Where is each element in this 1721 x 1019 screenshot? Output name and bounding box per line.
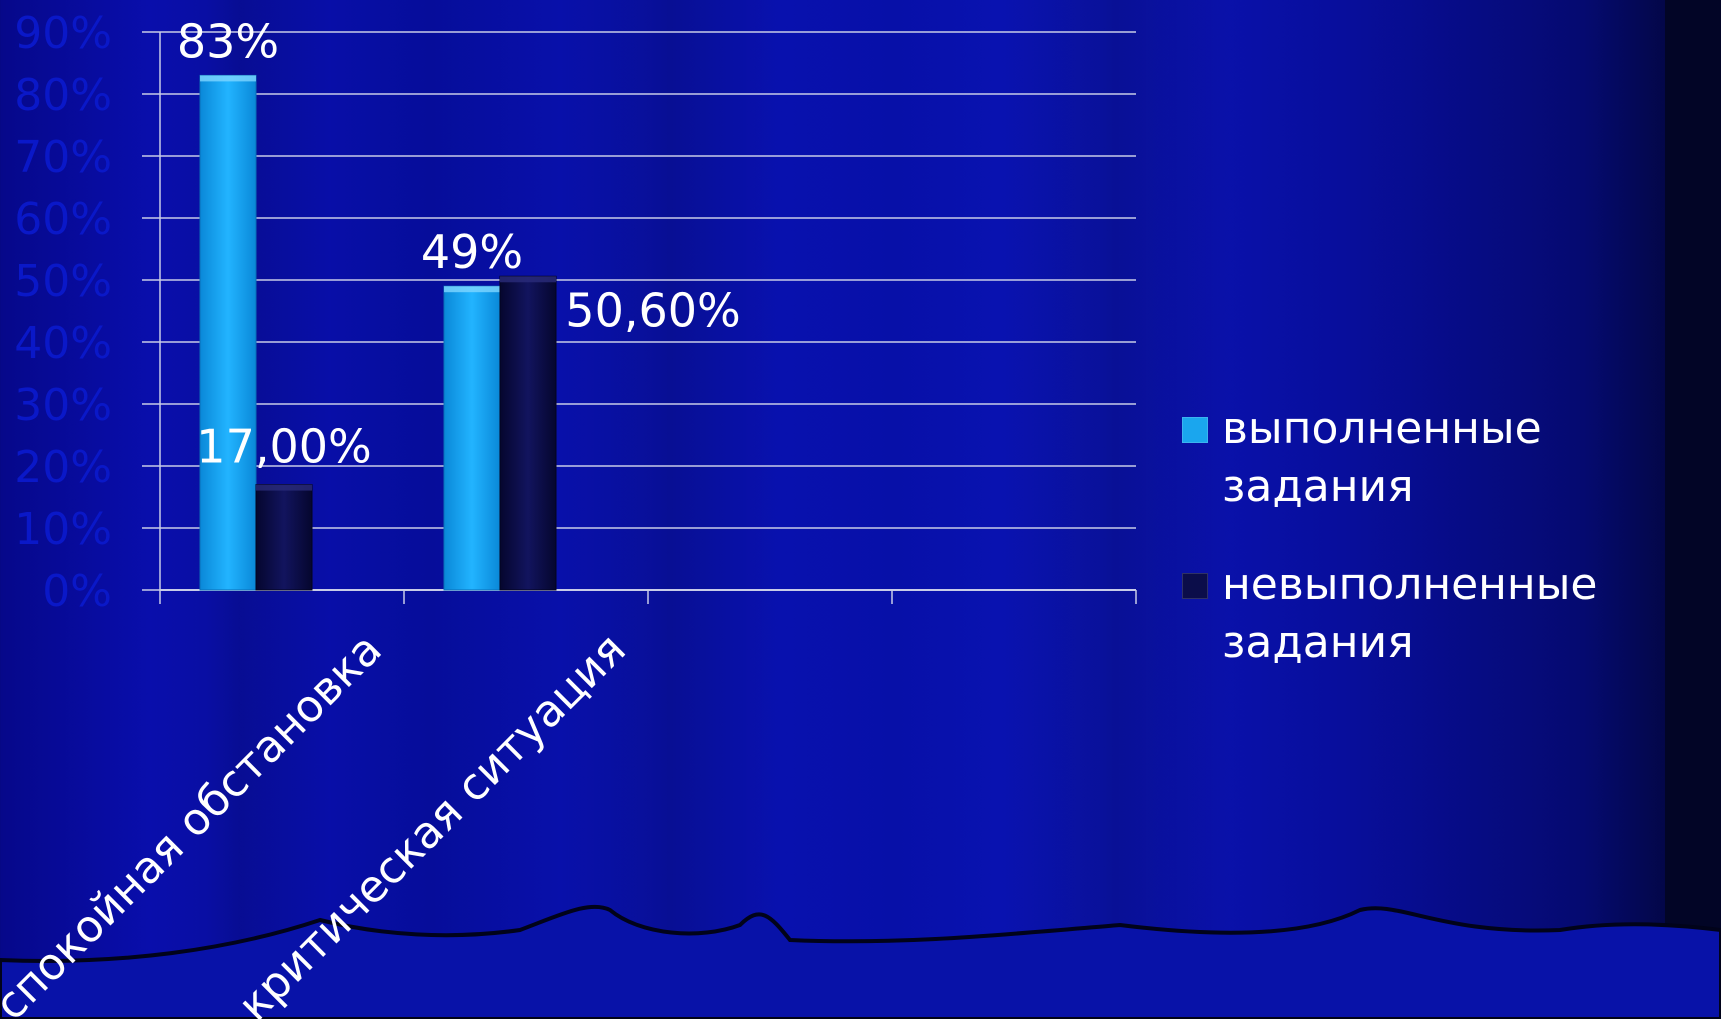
y-tick-label: 50% — [14, 256, 112, 307]
bar-top-highlight — [444, 286, 500, 293]
y-tick-label: 80% — [14, 70, 112, 121]
bar-top-highlight — [256, 484, 312, 491]
bar-top-highlight — [200, 75, 256, 82]
y-tick-label: 10% — [14, 504, 112, 555]
legend-swatch-not-completed — [1182, 573, 1208, 599]
legend-swatch-completed — [1182, 417, 1208, 443]
legend-label-not-completed: невыполненные задания — [1222, 559, 1598, 668]
legend-item-not-completed: невыполненные задания — [1182, 556, 1721, 672]
bar-not-completed-1 — [499, 275, 557, 591]
legend-label-completed: выполненные задания — [1222, 403, 1542, 512]
y-tick-label: 0% — [42, 566, 112, 617]
y-tick-label: 90% — [14, 8, 112, 59]
y-tick-label: 40% — [14, 318, 112, 369]
bar-not-completed-0 — [255, 484, 313, 591]
bar-completed-1 — [443, 285, 501, 591]
legend-item-completed: выполненные задания — [1182, 400, 1721, 516]
bar-top-highlight — [500, 276, 556, 283]
data-label: 49% — [421, 225, 523, 279]
bar-completed-0 — [199, 74, 257, 591]
data-label: 17,00% — [196, 420, 371, 474]
y-tick-label: 70% — [14, 132, 112, 183]
legend: выполненные задания невыполненные задани… — [1182, 400, 1721, 712]
y-tick-label: 60% — [14, 194, 112, 245]
y-tick-label: 20% — [14, 442, 112, 493]
data-label: 83% — [177, 14, 279, 68]
data-label: 50,60% — [565, 283, 740, 337]
y-tick-label: 30% — [14, 380, 112, 431]
